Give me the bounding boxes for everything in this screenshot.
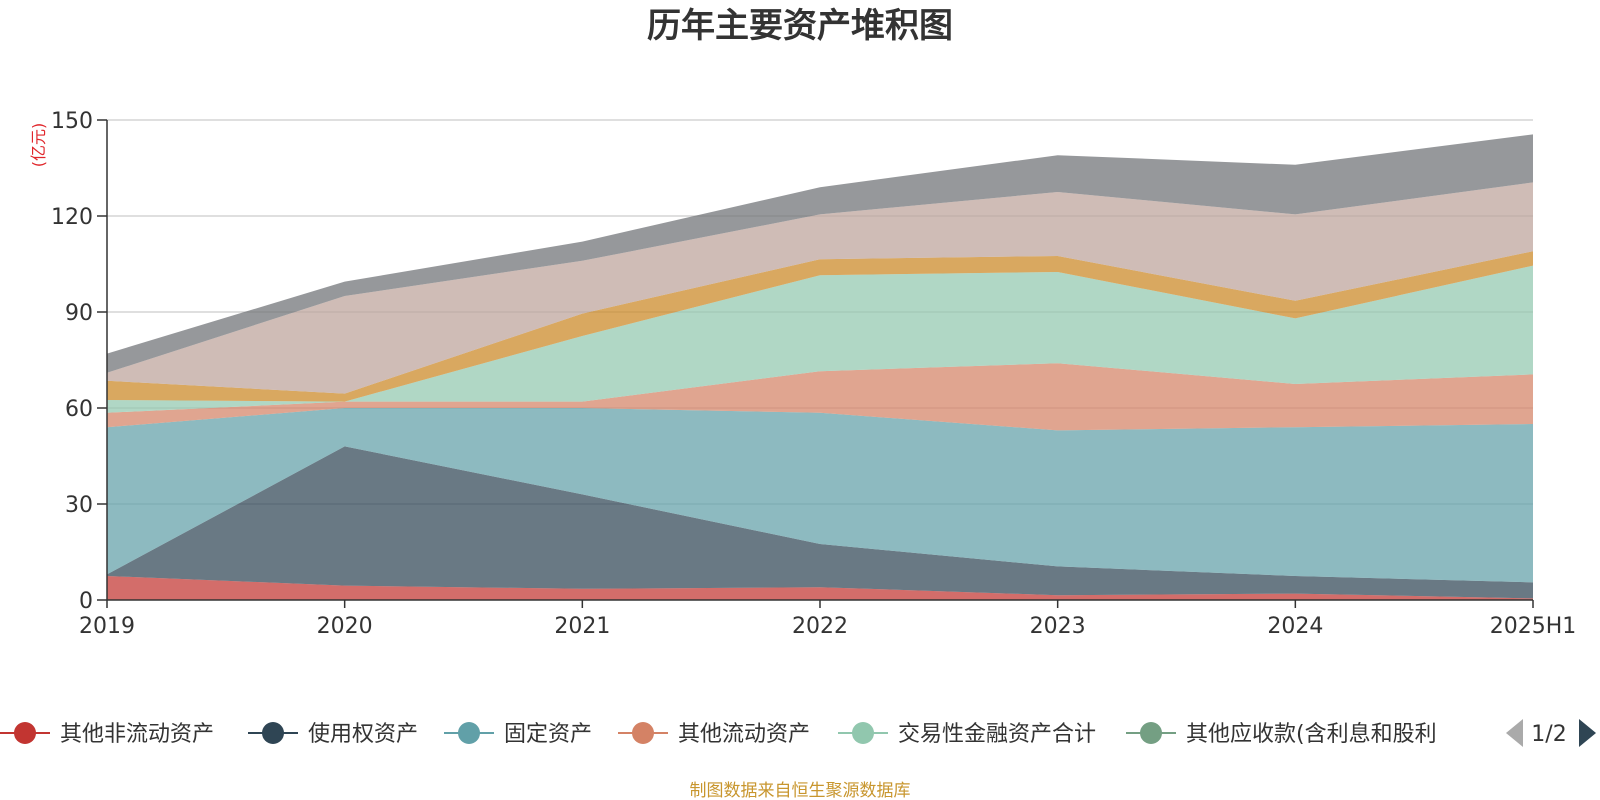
legend-item-label[interactable]: 使用权资产 bbox=[308, 722, 418, 747]
area-series bbox=[107, 134, 1533, 600]
area-series-4 bbox=[107, 363, 1533, 431]
legend-item-label[interactable]: 固定资产 bbox=[504, 722, 592, 747]
chart-title: 历年主要资产堆积图 bbox=[647, 6, 953, 46]
y-axis-ticks: 0 30 60 90 120 150 bbox=[51, 109, 107, 614]
y-tick-label: 120 bbox=[51, 205, 93, 230]
legend: 其他非流动资产 使用权资产 固定资产 其他流动资产 交易性金融资产合计 其他应收款(含利息… bbox=[0, 722, 1437, 747]
legend-item-label[interactable]: 交易性金融资产合计 bbox=[898, 722, 1096, 747]
area-series-1 bbox=[107, 576, 1533, 600]
y-axis-unit-label: (亿元) bbox=[29, 123, 48, 168]
y-tick-label: 30 bbox=[65, 493, 93, 518]
area-series-3 bbox=[107, 408, 1533, 583]
legend-marker-circle bbox=[262, 722, 284, 744]
area-series-7 bbox=[107, 251, 1533, 402]
x-axis-ticks: 2019 2020 2021 2022 2023 2024 2025H1 bbox=[79, 600, 1576, 639]
x-tick-label: 2025H1 bbox=[1490, 614, 1577, 639]
legend-prev-arrow-icon[interactable] bbox=[1506, 719, 1523, 747]
legend-marker-circle bbox=[632, 722, 654, 744]
area-series-2 bbox=[107, 446, 1533, 599]
legend-page-indicator: 1/2 bbox=[1531, 722, 1566, 747]
legend-marker-circle bbox=[14, 722, 36, 744]
legend-marker-circle bbox=[1140, 722, 1162, 744]
area-series-8 bbox=[107, 182, 1533, 394]
area-series-5 bbox=[107, 265, 1533, 413]
x-tick-label: 2022 bbox=[792, 614, 848, 639]
x-tick-label: 2023 bbox=[1030, 614, 1086, 639]
y-tick-label: 90 bbox=[65, 301, 93, 326]
legend-item-label[interactable]: 其他应收款(含利息和股利 bbox=[1186, 722, 1437, 747]
legend-item-label[interactable]: 其他非流动资产 bbox=[60, 722, 214, 747]
x-tick-label: 2024 bbox=[1267, 614, 1323, 639]
legend-marker-circle bbox=[852, 722, 874, 744]
area-series-9 bbox=[107, 134, 1533, 373]
y-tick-label: 60 bbox=[65, 397, 93, 422]
source-note: 制图数据来自恒生聚源数据库 bbox=[690, 781, 911, 800]
y-tick-label: 150 bbox=[51, 109, 93, 134]
y-tick-label: 0 bbox=[79, 589, 93, 614]
legend-marker-circle bbox=[458, 722, 480, 744]
x-tick-label: 2020 bbox=[317, 614, 373, 639]
legend-next-arrow-icon[interactable] bbox=[1579, 719, 1596, 747]
legend-pager: 1/2 bbox=[1506, 719, 1596, 747]
x-tick-label: 2021 bbox=[554, 614, 610, 639]
legend-item-label[interactable]: 其他流动资产 bbox=[678, 722, 810, 747]
x-tick-label: 2019 bbox=[79, 614, 135, 639]
